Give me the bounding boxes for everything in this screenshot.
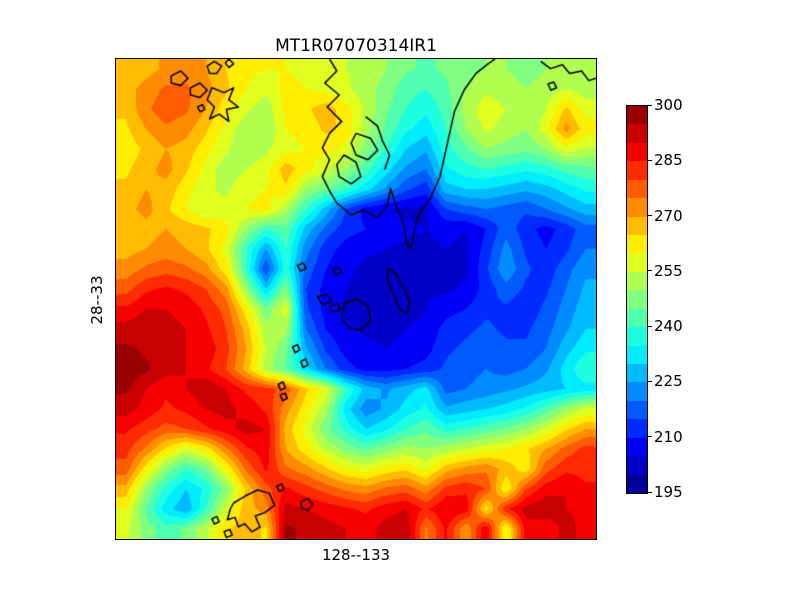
colorbar-tick — [648, 325, 652, 327]
colorbar-tick-label: 255 — [654, 261, 683, 280]
colorbar-tick — [648, 270, 652, 272]
colorbar-band — [627, 198, 647, 218]
colorbar-tick — [648, 159, 652, 161]
colorbar — [626, 105, 648, 494]
colorbar-band — [627, 400, 647, 420]
colorbar-band — [627, 456, 647, 476]
chart-title: MT1R07070314IR1 — [275, 36, 437, 56]
colorbar-band — [627, 419, 647, 439]
colorbar-tick-label: 195 — [654, 483, 683, 501]
colorbar-band — [627, 345, 647, 365]
colorbar-tick — [648, 436, 652, 438]
colorbar-tick-label: 300 — [654, 96, 683, 114]
colorbar-band — [627, 290, 647, 310]
colorbar-band — [627, 179, 647, 199]
colorbar-band — [627, 271, 647, 291]
colorbar-band — [627, 161, 647, 181]
colorbar-band — [627, 124, 647, 144]
colorbar-tick-label: 240 — [654, 317, 683, 336]
colorbar-tick-label: 270 — [654, 206, 683, 225]
colorbar-band — [627, 364, 647, 383]
colorbar-tick-label: 285 — [654, 151, 683, 170]
colorbar-tick — [648, 491, 652, 493]
colorbar-tick — [648, 215, 652, 217]
colorbar-band — [627, 327, 647, 347]
colorbar-tick-label: 210 — [654, 427, 683, 446]
colorbar-band — [627, 437, 647, 457]
colorbar-tick-label: 225 — [654, 372, 683, 391]
colorbar-band — [627, 235, 647, 254]
colorbar-band — [627, 474, 647, 494]
colorbar-tick — [648, 380, 652, 382]
colorbar-band — [627, 382, 647, 402]
plot-area — [115, 58, 597, 540]
y-axis-label: 28--33 — [88, 275, 106, 325]
heatmap-canvas — [116, 59, 596, 539]
colorbar-band — [627, 106, 647, 125]
colorbar-band — [627, 142, 647, 162]
colorbar-band — [627, 216, 647, 236]
colorbar-tick — [648, 104, 652, 106]
colorbar-band — [627, 308, 647, 328]
x-axis-label: 128--133 — [321, 546, 391, 564]
colorbar-band — [627, 253, 647, 273]
